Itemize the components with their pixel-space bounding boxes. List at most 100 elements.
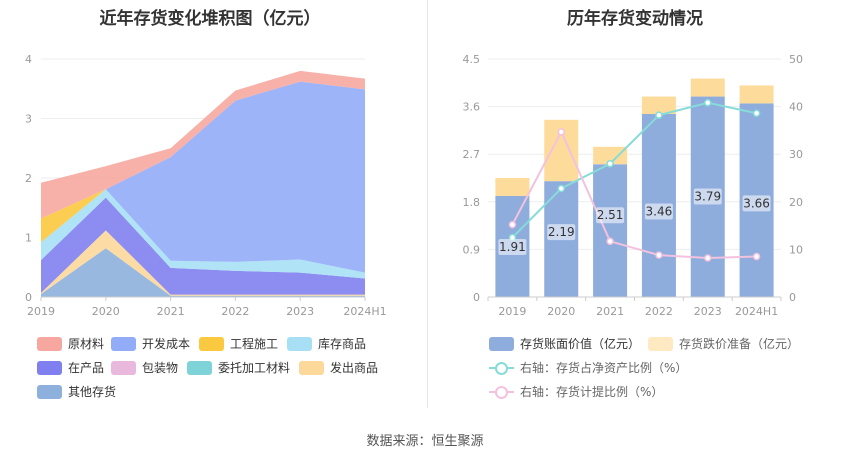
legend-item-consigned-materials[interactable]: 委托加工材料	[187, 359, 290, 376]
y-right-tick-label: 0	[789, 291, 796, 304]
bar-impairment	[690, 78, 725, 97]
legend-label: 右轴：存货占净资产比例（%）	[520, 361, 688, 375]
legend-swatch	[489, 336, 514, 351]
legend-label: 发出商品	[330, 361, 379, 375]
bar-impairment	[641, 96, 676, 115]
legend-label: 库存商品	[318, 337, 367, 351]
legend-item-raw-materials[interactable]: 原材料	[37, 335, 104, 352]
data-label: 3.79	[694, 190, 721, 204]
data-label-bg	[547, 224, 576, 241]
legend-label: 在产品	[68, 361, 105, 375]
area-在产品	[41, 197, 365, 295]
legend-swatch	[111, 336, 136, 351]
legend-item-finished-goods[interactable]: 库存商品	[287, 335, 366, 352]
line-point	[508, 220, 517, 229]
bar-impairment	[593, 146, 628, 165]
bar-book-value	[593, 164, 628, 297]
y-right-tick-label: 20	[789, 196, 803, 209]
y-left-tick-label: 2.7	[463, 148, 481, 161]
legend-item-provision-ratio[interactable]: 右轴：存货计提比例（%）	[489, 383, 663, 400]
x-tick-label: 2023	[286, 305, 314, 318]
data-source: 数据来源：恒生聚源	[366, 434, 484, 449]
data-label: 1.91	[499, 240, 526, 254]
x-tick-label: 2021	[596, 305, 624, 318]
legend-label: 存货跌价准备（亿元）	[679, 337, 800, 351]
line-point	[752, 252, 761, 261]
data-label-bg	[693, 188, 722, 205]
legend-item-other-inventory[interactable]: 其他存货	[37, 383, 116, 400]
legend-label: 包装物	[142, 361, 179, 375]
legend-swatch	[299, 360, 324, 375]
legend-item-ratio-net-assets[interactable]: 右轴：存货占净资产比例（%）	[489, 359, 687, 376]
y-right-tick-label: 30	[789, 148, 803, 161]
legend-item-wip[interactable]: 在产品	[37, 359, 104, 376]
legend-swatch	[37, 336, 62, 351]
x-tick-label: 2021	[157, 305, 185, 318]
legend-item-goods-shipped[interactable]: 发出商品	[299, 359, 378, 376]
line-point	[752, 109, 761, 118]
x-tick-label: 2024H1	[735, 305, 778, 318]
data-label: 2.51	[597, 208, 624, 222]
y-left-tick-label: 4.5	[463, 53, 481, 66]
y-tick-label: 1	[25, 232, 32, 245]
x-tick-label: 2024H1	[343, 305, 386, 318]
area-发出商品	[41, 230, 365, 296]
line-point	[606, 237, 614, 246]
stacked-area-chart: 0 1 2 3 4 2019 2020 2021 2022 2023 2024H1	[25, 53, 387, 318]
y-left-tick-label: 0.9	[463, 243, 481, 256]
x-tick-label: 2020	[92, 305, 120, 318]
x-tick-label: 2022	[221, 305, 249, 318]
x-tick-label: 2023	[694, 305, 722, 318]
line-point	[655, 111, 663, 119]
legend-swatch	[287, 336, 312, 351]
y-tick-label: 4	[25, 53, 32, 66]
area-其他存货	[41, 248, 365, 297]
line-ratio-net-assets	[511, 101, 757, 239]
legend-label: 存货账面价值（亿元）	[520, 337, 641, 351]
legend-swatch	[648, 336, 673, 351]
panel-divider	[427, 0, 428, 408]
left-chart-title: 近年存货变化堆积图（亿元）	[99, 9, 321, 29]
legend-item-book-value[interactable]: 存货账面价值（亿元）	[489, 335, 640, 352]
legend-line-swatch	[489, 361, 514, 375]
y-tick-label: 0	[25, 291, 32, 304]
legend-swatch	[111, 360, 136, 375]
legend-item-packaging[interactable]: 包装物	[111, 359, 178, 376]
legend-label: 工程施工	[230, 337, 279, 351]
legend-item-development-cost[interactable]: 开发成本	[111, 335, 190, 352]
legend-label: 委托加工材料	[218, 361, 291, 375]
area-原材料	[41, 70, 365, 219]
legend-item-construction[interactable]: 工程施工	[199, 335, 278, 352]
legend-swatch	[37, 360, 62, 375]
legend-label: 原材料	[68, 337, 105, 351]
x-tick-label: 2019	[498, 305, 526, 318]
line-point	[704, 99, 712, 107]
area-开发成本	[41, 81, 365, 273]
x-tick-label: 2019	[27, 305, 55, 318]
data-label: 3.66	[743, 196, 770, 210]
y-left-tick-label: 3.6	[463, 101, 481, 114]
x-tick-label: 2022	[645, 305, 673, 318]
legend-label: 开发成本	[142, 337, 191, 351]
data-label-bg	[742, 195, 771, 212]
legend-label: 其他存货	[68, 385, 117, 399]
y-right-tick-label: 10	[789, 243, 803, 256]
data-label: 3.46	[646, 205, 673, 219]
line-provision-ratio	[511, 129, 757, 259]
y-right-tick-label: 40	[789, 101, 803, 114]
data-label-bg	[596, 207, 625, 224]
y-tick-label: 3	[25, 113, 32, 126]
line-point	[655, 251, 663, 259]
legend-swatch	[199, 336, 224, 351]
area-库存商品	[41, 189, 365, 279]
legend-item-impairment[interactable]: 存货跌价准备（亿元）	[648, 335, 799, 352]
legend-line-swatch	[489, 385, 514, 399]
y-right-tick-label: 50	[789, 53, 803, 66]
line-point	[557, 184, 565, 193]
legend-swatch	[37, 384, 62, 399]
data-label-bg	[644, 203, 673, 220]
legend-marker	[495, 361, 508, 375]
x-tick-label: 2020	[547, 305, 575, 318]
bar-impairment	[739, 85, 774, 104]
